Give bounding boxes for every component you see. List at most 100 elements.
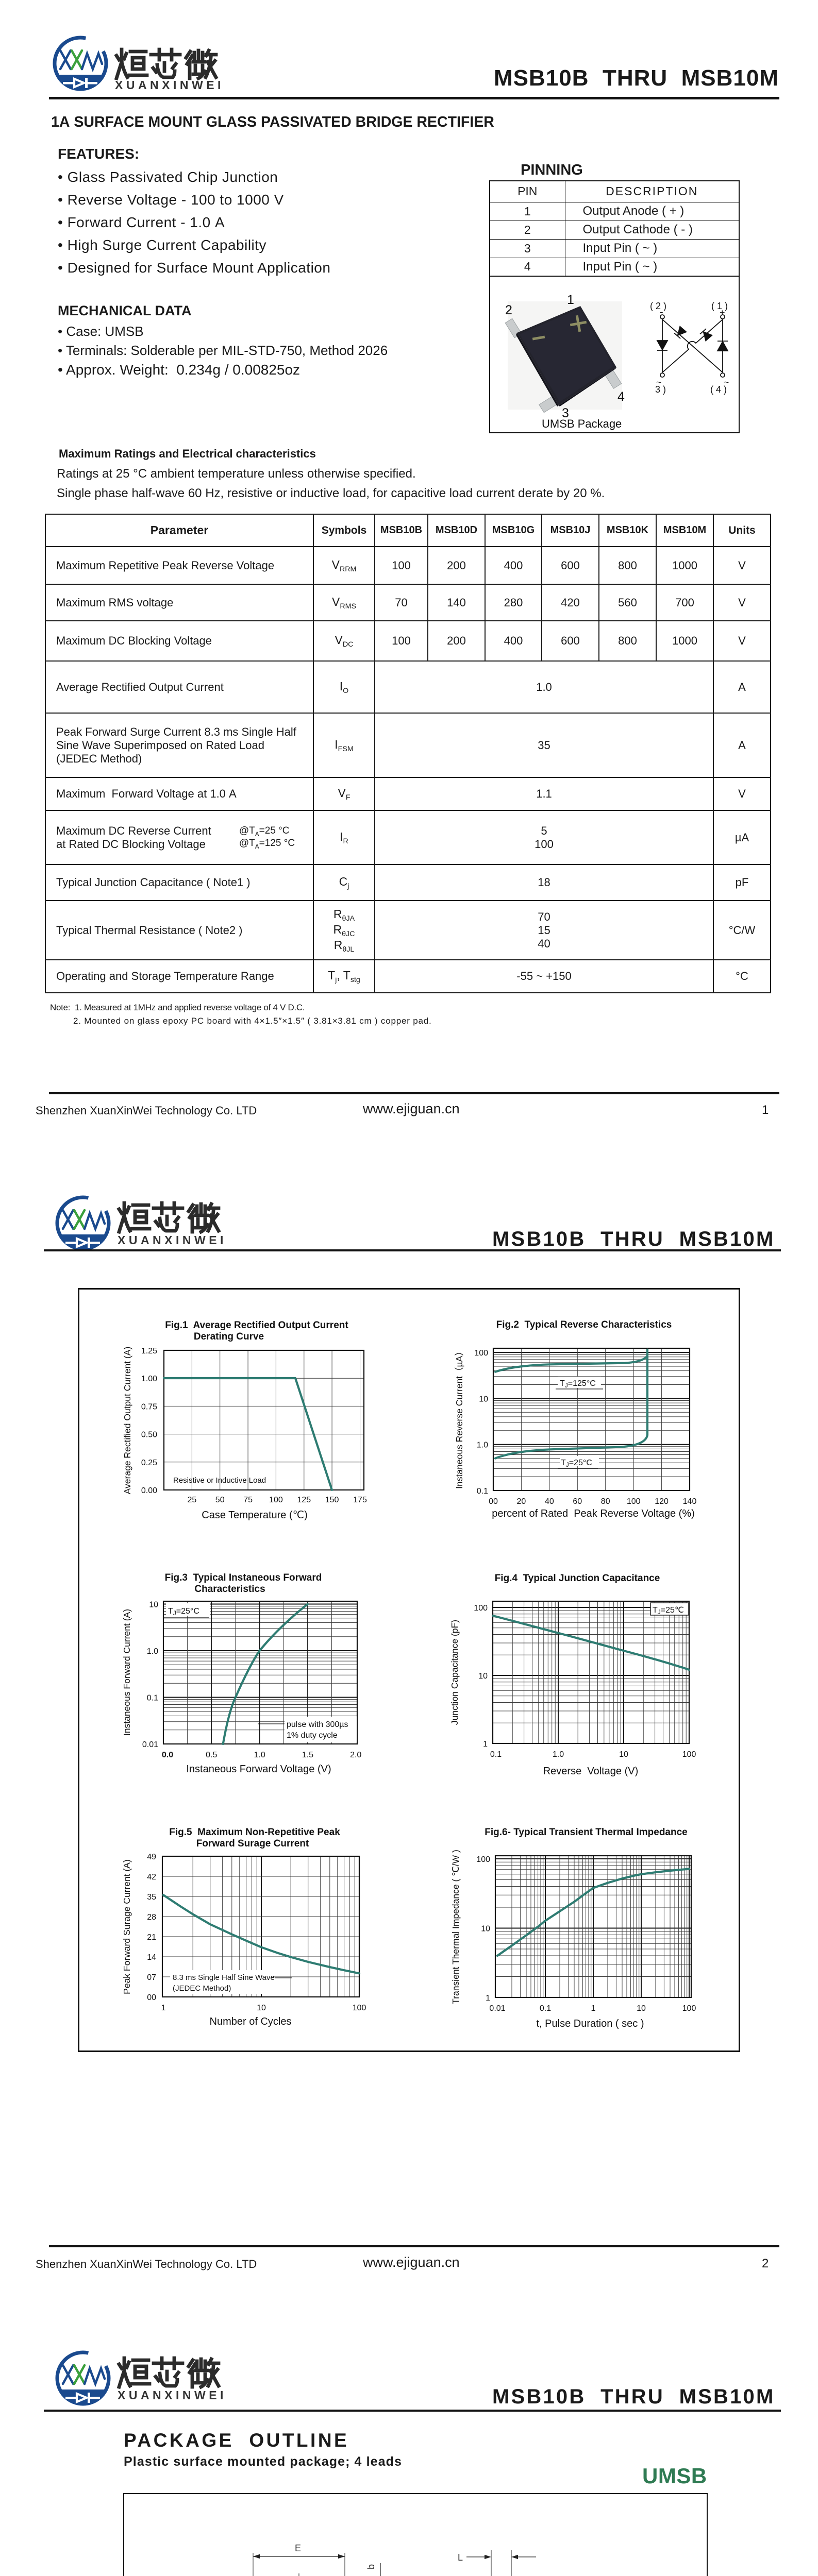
svg-text:+: + [720, 308, 725, 318]
svg-text:Derating Curve: Derating Curve [194, 1331, 264, 1342]
svg-text:2.0: 2.0 [350, 1751, 361, 1759]
svg-text:Case Temperature (℃): Case Temperature (℃) [202, 1510, 308, 1521]
svg-text:00: 00 [489, 1497, 498, 1506]
svg-text:0.25: 0.25 [141, 1459, 157, 1467]
svg-text:10: 10 [637, 2004, 646, 2013]
svg-text:0.75: 0.75 [141, 1402, 157, 1411]
svg-text:Junction Capacitance (pF): Junction Capacitance (pF) [449, 1620, 460, 1725]
svg-text:t, Pulse Duration ( sec ): t, Pulse Duration ( sec ) [537, 2018, 644, 2029]
svg-text:XUANXINWEI: XUANXINWEI [118, 1233, 227, 1247]
svg-text:Fig.6- Typical Transient Therm: Fig.6- Typical Transient Thermal Impedan… [485, 1827, 687, 1838]
svg-text:Fig.5 Maximum Non-Repetitive: Fig.5 Maximum Non-Repetitive Peak [169, 1827, 340, 1838]
svg-text:21: 21 [147, 1933, 156, 1942]
svg-text:( 1 ): ( 1 ) [711, 301, 728, 311]
svg-text:40: 40 [545, 1497, 554, 1506]
svg-text:10: 10 [619, 1750, 628, 1759]
svg-text:120: 120 [655, 1497, 669, 1506]
svg-text:1.0: 1.0 [254, 1751, 265, 1759]
svg-text:0.01: 0.01 [142, 1740, 158, 1749]
svg-text:1% duty cycle: 1% duty cycle [287, 1731, 338, 1740]
svg-text:10: 10 [257, 2004, 266, 2012]
svg-text:100: 100 [269, 1496, 283, 1504]
svg-text:125: 125 [297, 1496, 311, 1504]
svg-text:0.1: 0.1 [477, 1487, 488, 1496]
svg-text:0.01: 0.01 [489, 2004, 505, 2013]
svg-text:100: 100 [627, 1497, 641, 1506]
svg-text:1.0: 1.0 [147, 1647, 158, 1656]
svg-text:0.0: 0.0 [162, 1751, 173, 1759]
svg-text:100: 100 [474, 1349, 488, 1358]
svg-text:100: 100 [682, 2004, 696, 2013]
svg-text:TJ=25℃: TJ=25℃ [653, 1606, 684, 1616]
svg-text:Fig.2 Typical Reverse Charact: Fig.2 Typical Reverse Characteristics [496, 1319, 672, 1330]
svg-text:TJ=25°C: TJ=25°C [168, 1607, 199, 1617]
svg-text:1: 1 [486, 1994, 490, 2003]
svg-text:( 4 ): ( 4 ) [710, 384, 727, 395]
svg-text:~: ~ [724, 377, 729, 387]
svg-text:pulse with 300µs: pulse with 300µs [287, 1720, 348, 1729]
svg-text:1: 1 [483, 1740, 488, 1749]
svg-text:b: b [366, 2564, 376, 2569]
svg-text:Reverse Voltage (V): Reverse Voltage (V) [543, 1766, 639, 1777]
svg-text:25: 25 [188, 1496, 197, 1504]
svg-text:8.3 ms Single Half Sine Wave: 8.3 ms Single Half Sine Wave [173, 1973, 275, 1982]
svg-text:42: 42 [147, 1873, 156, 1882]
svg-text:Forward Surage Current: Forward Surage Current [196, 1838, 309, 1849]
svg-text:( 2 ): ( 2 ) [650, 301, 666, 311]
svg-text:100: 100 [682, 1750, 696, 1759]
svg-text:E: E [295, 2543, 301, 2553]
svg-text:Average Rectified Output Curre: Average Rectified Output Current (A) [122, 1347, 132, 1495]
svg-text:10: 10 [149, 1601, 158, 1609]
svg-text:0.5: 0.5 [206, 1751, 217, 1759]
svg-text:1.0: 1.0 [477, 1441, 488, 1450]
svg-text:20: 20 [517, 1497, 526, 1506]
svg-text:4: 4 [617, 389, 625, 404]
svg-text:1.0: 1.0 [553, 1750, 564, 1759]
svg-text:100: 100 [476, 1855, 490, 1864]
svg-text:0.1: 0.1 [147, 1694, 158, 1703]
svg-text:1: 1 [591, 2004, 596, 2013]
svg-text:0.00: 0.00 [141, 1486, 157, 1495]
svg-text:L: L [458, 2552, 463, 2563]
svg-text:(JEDEC Method): (JEDEC Method) [173, 1984, 231, 1993]
svg-text:Characteristics: Characteristics [194, 1584, 265, 1595]
svg-text:Peak Forward Surage Current (A: Peak Forward Surage Current (A) [122, 1859, 132, 1994]
svg-text:100: 100 [474, 1604, 488, 1613]
svg-text:1: 1 [567, 293, 574, 307]
svg-text:Transient Thermal Impedance (: Transient Thermal Impedance ( ℃/W ) [450, 1850, 461, 2004]
svg-text:28: 28 [147, 1913, 156, 1922]
svg-text:TJ=25°C: TJ=25°C [561, 1459, 592, 1468]
svg-text:07: 07 [147, 1973, 156, 1982]
svg-text:150: 150 [325, 1496, 339, 1504]
svg-text:0.1: 0.1 [540, 2004, 551, 2013]
svg-text:TJ=125°C: TJ=125°C [560, 1379, 596, 1389]
svg-text:50: 50 [215, 1496, 225, 1504]
svg-text:Instaneous Forward Current (A): Instaneous Forward Current (A) [122, 1609, 132, 1736]
svg-text:100: 100 [353, 2004, 366, 2012]
svg-text:XUANXINWEI: XUANXINWEI [118, 2388, 227, 2402]
svg-text:2: 2 [505, 303, 512, 317]
svg-text:Instaneous Forward Voltage (V): Instaneous Forward Voltage (V) [186, 1764, 331, 1775]
svg-text:Fig.3 Typical Instaneous Forw: Fig.3 Typical Instaneous Forward [165, 1572, 322, 1583]
svg-text:140: 140 [683, 1497, 697, 1506]
svg-text:49: 49 [147, 1853, 156, 1861]
svg-text:0.1: 0.1 [490, 1750, 502, 1759]
svg-text:XUANXINWEI: XUANXINWEI [115, 78, 224, 92]
svg-text:10: 10 [479, 1395, 488, 1403]
svg-text:-: - [660, 307, 663, 318]
svg-text:1.5: 1.5 [302, 1751, 313, 1759]
svg-text:1.25: 1.25 [141, 1347, 157, 1355]
svg-text:Number of Cycles: Number of Cycles [210, 2016, 292, 2027]
svg-text:percent of Rated Peak Reverse: percent of Rated Peak Reverse Voltage (%… [492, 1508, 695, 1519]
svg-text:00: 00 [147, 1993, 156, 2002]
svg-text:Instaneous Reverse Current（µA）: Instaneous Reverse Current（µA） [454, 1347, 464, 1489]
svg-text:Fig.4 Typical Junction Capaci: Fig.4 Typical Junction Capacitance [495, 1573, 660, 1584]
svg-text:0.50: 0.50 [141, 1431, 157, 1439]
svg-text:1: 1 [161, 2004, 166, 2012]
svg-text:175: 175 [353, 1496, 367, 1504]
svg-text:1.00: 1.00 [141, 1375, 157, 1383]
svg-text:75: 75 [243, 1496, 253, 1504]
svg-text:14: 14 [147, 1953, 156, 1962]
svg-text:~: ~ [656, 377, 662, 387]
svg-text:UMSB Package: UMSB Package [542, 417, 622, 430]
